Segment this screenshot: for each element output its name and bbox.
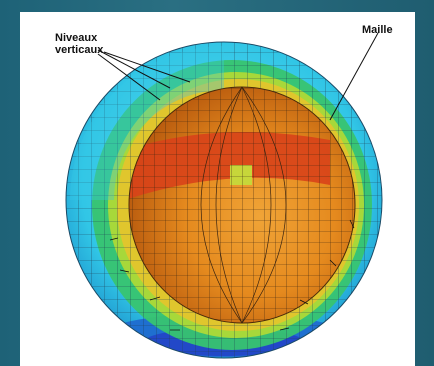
label-niveaux-line1: Niveaux (55, 32, 98, 44)
label-maille: Maille (362, 24, 393, 36)
label-leader-lines (97, 32, 379, 121)
wind-vector-arrows (109, 219, 355, 331)
inner-sphere (129, 87, 355, 323)
label-niveaux-line2: verticaux (55, 44, 104, 56)
